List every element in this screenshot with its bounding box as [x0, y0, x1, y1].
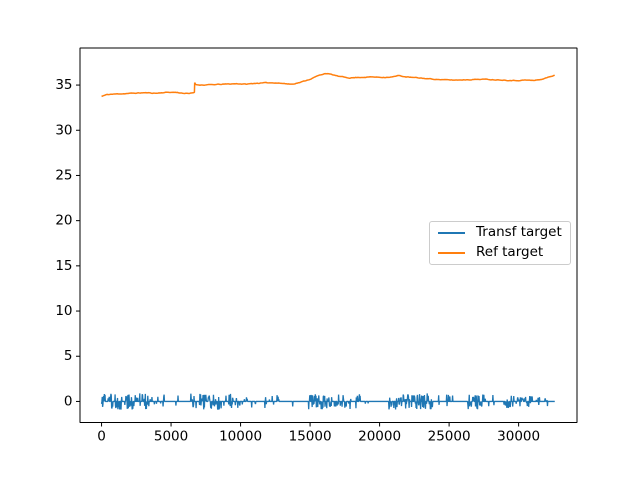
legend: Transf target Ref target [429, 221, 571, 265]
legend-item-ref-target: Ref target [438, 245, 570, 262]
legend-line-sample-blue [438, 232, 465, 234]
legend-label-ref-target: Ref target [476, 244, 544, 261]
legend-item-transf-target: Transf target [438, 225, 570, 242]
legend-label-transf-target: Transf target [476, 224, 562, 241]
legend-line-sample-orange [438, 252, 465, 254]
